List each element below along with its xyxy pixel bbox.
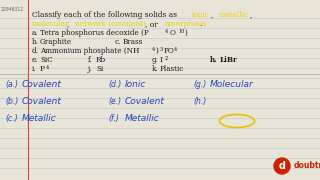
Text: (a.): (a.) xyxy=(5,80,18,89)
Text: , or: , or xyxy=(145,20,160,28)
Text: SiC: SiC xyxy=(40,56,53,64)
Text: f.: f. xyxy=(88,56,92,64)
Text: Metallic: Metallic xyxy=(22,114,57,123)
Text: ,: , xyxy=(250,11,252,19)
Text: e.: e. xyxy=(32,56,38,64)
Text: Metallic: Metallic xyxy=(125,114,160,123)
Text: Brass: Brass xyxy=(123,38,143,46)
Text: molecular: molecular xyxy=(32,20,70,28)
Text: Covalent: Covalent xyxy=(22,97,62,106)
Text: d: d xyxy=(278,161,285,171)
Text: ,: , xyxy=(211,11,216,19)
Text: Ionic: Ionic xyxy=(125,80,146,89)
Text: g.: g. xyxy=(152,56,159,64)
Text: Plastic: Plastic xyxy=(160,65,184,73)
Text: 3: 3 xyxy=(160,47,163,52)
Text: O: O xyxy=(170,29,176,37)
Text: (e.): (e.) xyxy=(108,97,121,106)
Text: 22046312: 22046312 xyxy=(1,7,24,12)
Text: ): ) xyxy=(156,47,159,55)
Text: 4: 4 xyxy=(46,65,49,70)
Text: (d.): (d.) xyxy=(108,80,121,89)
Text: Classify each of the following solids as: Classify each of the following solids as xyxy=(32,11,180,19)
Text: ionic: ionic xyxy=(191,11,209,19)
Text: PO: PO xyxy=(164,47,175,55)
Text: b.: b. xyxy=(32,38,39,46)
Text: Covalent: Covalent xyxy=(125,97,165,106)
Text: (f.): (f.) xyxy=(108,114,119,123)
Text: (b.): (b.) xyxy=(5,97,18,106)
Text: Si: Si xyxy=(96,65,103,73)
Text: network (covalent): network (covalent) xyxy=(75,20,146,28)
Text: ): ) xyxy=(185,29,188,37)
Text: 2: 2 xyxy=(165,56,168,61)
Text: amorphous: amorphous xyxy=(164,20,206,28)
Text: 4: 4 xyxy=(152,47,155,52)
Text: 10: 10 xyxy=(178,29,184,34)
Text: metallic: metallic xyxy=(219,11,249,19)
Text: LiBr: LiBr xyxy=(220,56,238,64)
Text: I: I xyxy=(160,56,163,64)
Text: 4: 4 xyxy=(165,29,168,34)
Text: i.: i. xyxy=(32,65,36,73)
Text: (c.): (c.) xyxy=(5,114,18,123)
Text: a.: a. xyxy=(32,29,38,37)
Text: h.: h. xyxy=(210,56,218,64)
Circle shape xyxy=(274,158,290,174)
Text: Rb: Rb xyxy=(96,56,106,64)
Text: (h.): (h.) xyxy=(193,97,206,106)
Text: doubtnut: doubtnut xyxy=(294,161,320,170)
Text: ,: , xyxy=(67,20,72,28)
Text: (g.): (g.) xyxy=(193,80,206,89)
Text: j.: j. xyxy=(88,65,92,73)
Text: Molecular: Molecular xyxy=(210,80,254,89)
Text: Tetra phosphorus decoxide (P: Tetra phosphorus decoxide (P xyxy=(40,29,149,37)
Text: 4: 4 xyxy=(174,47,177,52)
Text: Graphite: Graphite xyxy=(40,38,72,46)
Text: c.: c. xyxy=(115,38,121,46)
Text: d.: d. xyxy=(32,47,39,55)
Text: .: . xyxy=(199,20,202,28)
Text: k.: k. xyxy=(152,65,159,73)
Text: P: P xyxy=(40,65,45,73)
Text: Ammonium phosphate (NH: Ammonium phosphate (NH xyxy=(40,47,140,55)
Text: Covalent: Covalent xyxy=(22,80,62,89)
